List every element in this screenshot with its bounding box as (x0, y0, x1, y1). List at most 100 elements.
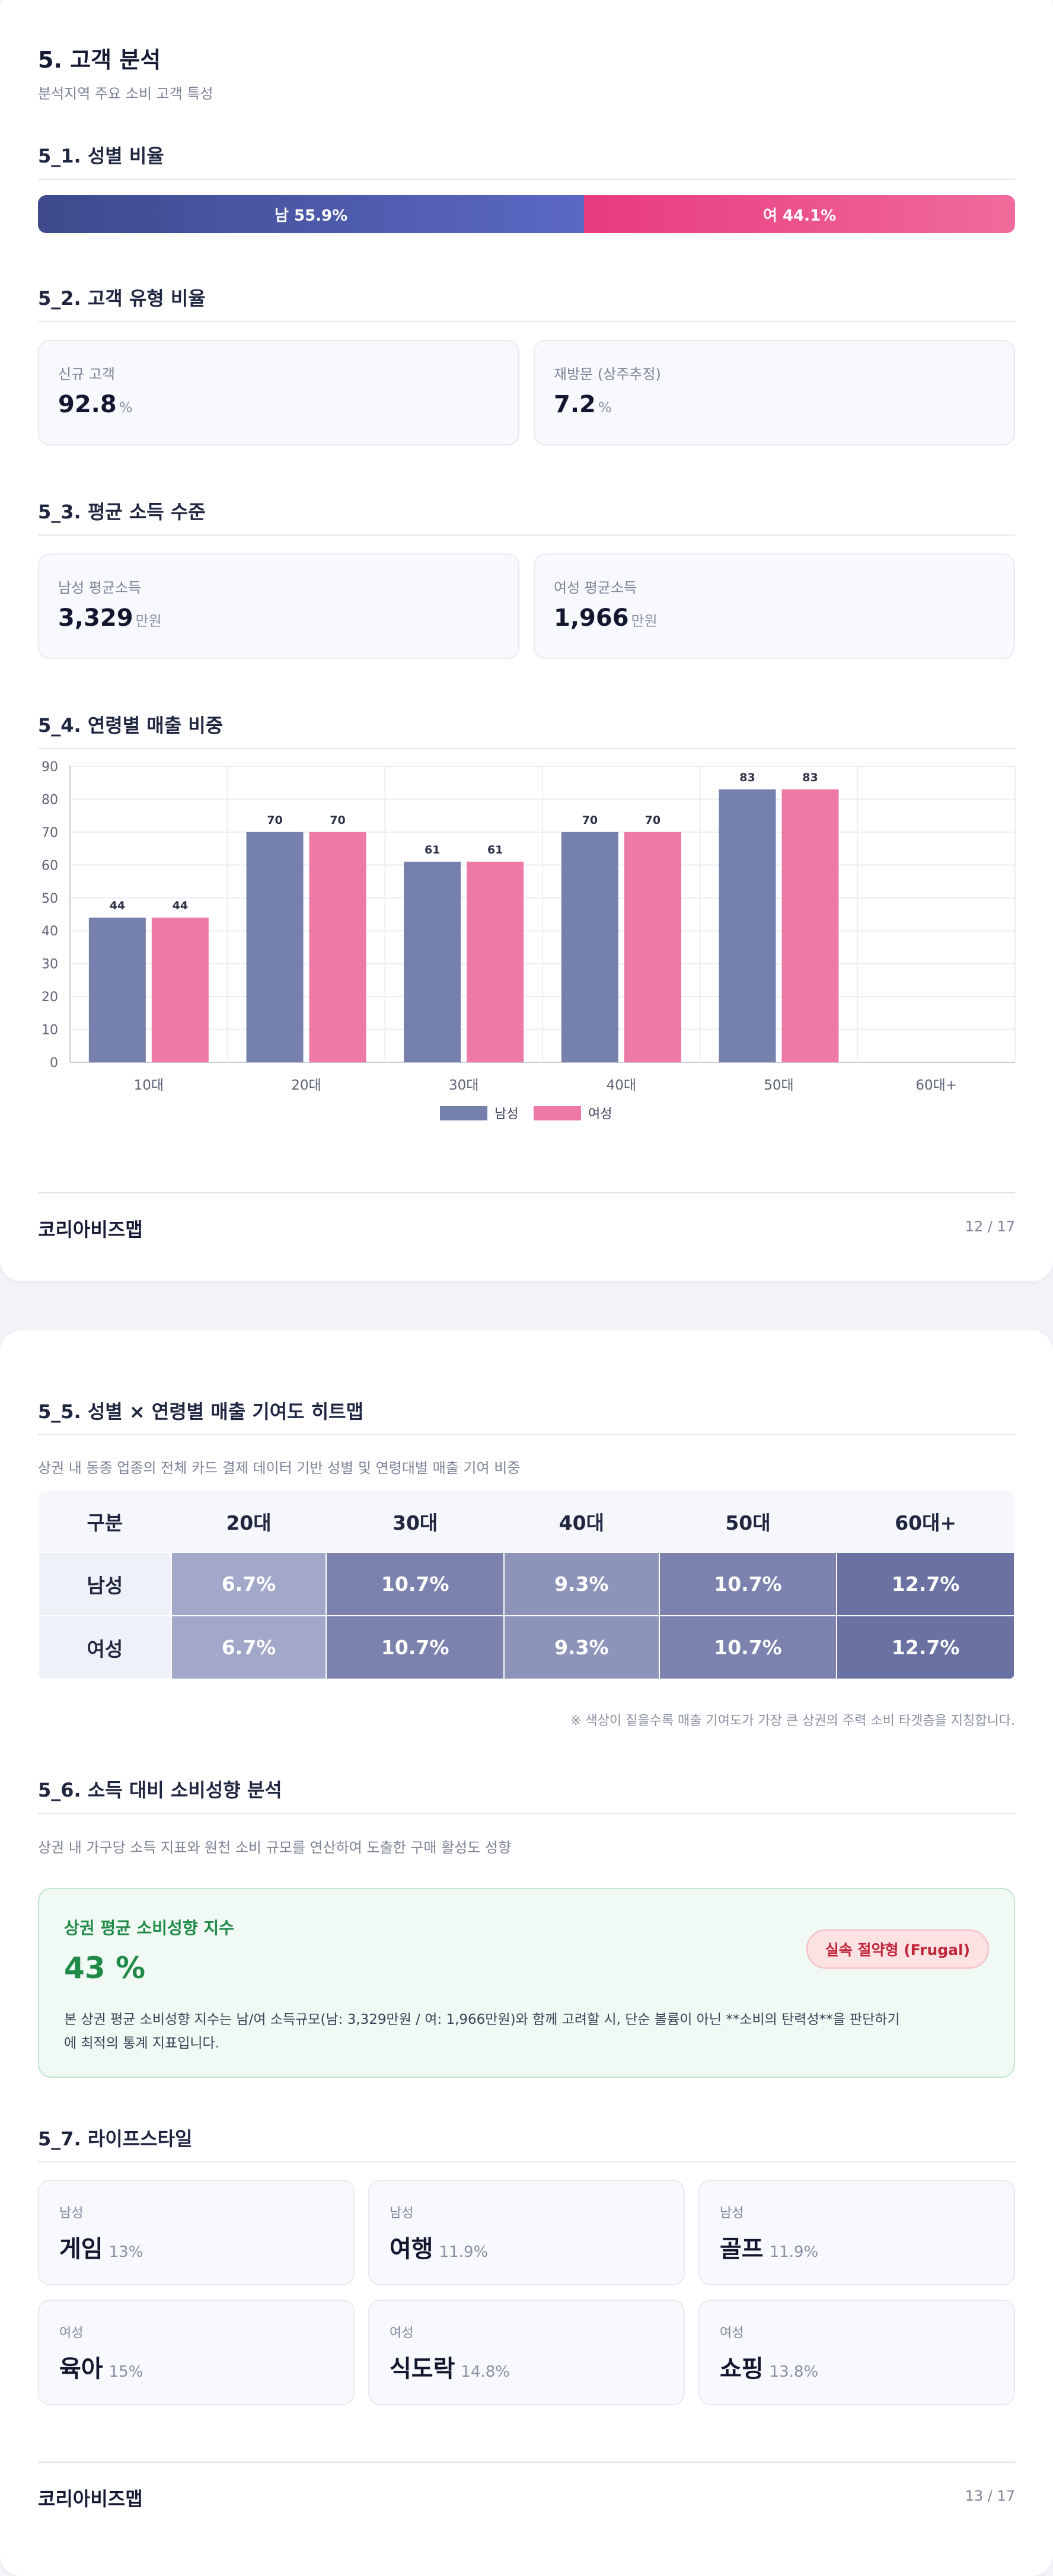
page-subtitle: 분석지역 주요 소비 고객 특성 (38, 85, 213, 102)
lifestyle-card: 남성 게임 13% (38, 2180, 355, 2285)
bar-value-label: 61 (425, 843, 440, 856)
heatmap-row-label: 남성 (38, 1552, 172, 1616)
y-tick-label: 60 (42, 858, 58, 873)
y-tick-label: 0 (50, 1056, 58, 1071)
legend-label: 남성 (494, 1107, 518, 1122)
heatmap-cell: 10.7% (326, 1552, 505, 1616)
age-sales-bar-chart: 0 10 20 30 40 50 60 70 80 90 10대 44 44 20대 70 70 30대 61 61… (42, 760, 1016, 1122)
lifestyle-heading: 5_7. 라이프스타일 (38, 2128, 193, 2150)
heatmap-column-header: 구분 (39, 1491, 171, 1552)
bar-value-label: 61 (487, 843, 503, 856)
heatmap-cell: 12.7% (836, 1552, 1015, 1616)
revisit-customer-card: 재방문 (상주추정) 7.2% (534, 340, 1015, 445)
lifestyle-card: 여성 쇼핑 13.8% (698, 2300, 1015, 2405)
lifestyle-gender: 여성 (720, 2326, 744, 2341)
divider (38, 1813, 1015, 1814)
lifestyle-card: 여성 식도락 14.8% (368, 2300, 685, 2405)
lifestyle-name: 여행 11.9% (390, 2236, 489, 2263)
lifestyle-name: 육아 15% (59, 2355, 143, 2383)
female-income-card: 여성 평균소득 1,966 만원 (534, 553, 1015, 659)
heatmap-column-header: 60대+ (837, 1491, 1014, 1552)
x-tick-label: 30대 (449, 1078, 478, 1093)
female-income-value: 1,966 만원 (554, 604, 658, 632)
lifestyle-gender: 여성 (390, 2326, 414, 2341)
footer-brand: 코리아비즈맵 (38, 1218, 143, 1241)
footer-divider (38, 1192, 1015, 1193)
age-sales-heading: 5_4. 연령별 매출 비중 (38, 714, 224, 737)
y-tick-label: 40 (42, 924, 58, 939)
revisit-customer-value: 7.2% (554, 391, 612, 418)
male-income-value: 3,329 만원 (58, 604, 162, 632)
page-title: 5. 고객 분석 (38, 47, 161, 73)
bar-value-label: 44 (173, 899, 188, 912)
heatmap-header-row: 구분 20대 30대 40대 50대 60대+ (39, 1491, 1014, 1552)
heatmap-column-header: 30대 (326, 1491, 504, 1552)
y-tick-label: 80 (42, 792, 58, 807)
new-customer-label: 신규 고객 (58, 366, 115, 383)
divider (38, 179, 1015, 180)
heatmap-cell: 10.7% (658, 1552, 838, 1616)
divider (38, 321, 1015, 322)
lifestyle-name: 식도락 14.8% (390, 2355, 510, 2383)
bar-female (151, 918, 209, 1062)
page-number: 13 / 17 (965, 2488, 1015, 2504)
lifestyle-gender: 남성 (390, 2206, 414, 2221)
bar-male (88, 918, 146, 1062)
spending-index-card: 상권 평균 소비성향 지수 43 % 실속 절약형 (Frugal) 본 상권 … (38, 1888, 1015, 2078)
lifestyle-gender: 여성 (59, 2326, 84, 2341)
y-tick-label: 30 (42, 957, 58, 972)
bar-female (309, 832, 366, 1062)
lifestyle-gender: 남성 (720, 2206, 744, 2221)
bar-male (246, 832, 304, 1062)
bar-value-label: 70 (267, 814, 282, 827)
x-tick-label: 10대 (134, 1078, 164, 1093)
heatmap-column-header: 40대 (503, 1491, 659, 1552)
heatmap-column-header: 20대 (171, 1491, 327, 1552)
lifestyle-name: 골프 11.9% (720, 2236, 819, 2263)
heatmap-note: ※ 색상이 짙을수록 매출 기여도가 가장 큰 상권의 주력 소비 타겟층을 지… (570, 1714, 1015, 1728)
gender-ratio-heading: 5_1. 성별 비율 (38, 145, 164, 167)
report-page-13: 5_5. 성별 × 연령별 매출 기여도 히트맵 상권 내 동종 업종의 전체 … (0, 1330, 1053, 2576)
divider (38, 534, 1015, 536)
lifestyle-gender: 남성 (59, 2206, 84, 2221)
income-heading: 5_3. 평균 소득 수준 (38, 501, 206, 523)
bar-value-label: 70 (330, 814, 345, 827)
divider (38, 2161, 1015, 2163)
lifestyle-name: 쇼핑 13.8% (720, 2355, 819, 2383)
heatmap-cell: 10.7% (658, 1615, 838, 1680)
heatmap-cell: 10.7% (326, 1615, 505, 1680)
male-income-card: 남성 평균소득 3,329 만원 (38, 553, 519, 659)
female-ratio-segment: 여 44.1% (584, 195, 1015, 233)
footer-brand: 코리아비즈맵 (38, 2488, 143, 2510)
bar-male (719, 789, 776, 1062)
legend-swatch (534, 1106, 581, 1120)
spending-index-value: 43 % (64, 1951, 146, 1985)
bar-value-label: 70 (645, 814, 660, 827)
footer-divider (38, 2462, 1015, 2463)
bar-female (467, 861, 524, 1062)
x-tick-label: 40대 (607, 1078, 636, 1093)
heatmap-description: 상권 내 동종 업종의 전체 카드 결제 데이터 기반 성별 및 연령대별 매출… (38, 1460, 521, 1476)
divider (38, 1434, 1015, 1435)
x-tick-label: 60대+ (915, 1078, 957, 1093)
bar-value-label: 44 (110, 899, 125, 912)
female-income-label: 여성 평균소득 (554, 579, 637, 596)
spending-heading: 5_6. 소득 대비 소비성향 분석 (38, 1779, 282, 1801)
male-income-label: 남성 평균소득 (58, 579, 142, 596)
heatmap-cell: 12.7% (836, 1615, 1015, 1680)
gender-age-heatmap: 구분 20대 30대 40대 50대 60대+ 남성 6.7% 10.7% 9.… (38, 1491, 1015, 1680)
y-tick-label: 20 (42, 990, 58, 1005)
lifestyle-name: 게임 13% (59, 2236, 143, 2263)
male-ratio-segment: 남 55.9% (38, 195, 585, 233)
lifestyle-card: 남성 골프 11.9% (698, 2180, 1015, 2285)
legend-label: 여성 (588, 1107, 612, 1122)
customer-type-heading: 5_2. 고객 유형 비율 (38, 287, 206, 310)
page-number: 12 / 17 (965, 1218, 1015, 1235)
new-customer-value: 92.8% (58, 391, 133, 418)
spending-type-badge: 실속 절약형 (Frugal) (806, 1929, 989, 1969)
new-customer-card: 신규 고객 92.8% (38, 340, 519, 445)
heatmap-cell: 6.7% (170, 1552, 327, 1616)
spending-index-title: 상권 평균 소비성향 지수 (64, 1918, 234, 1938)
x-tick-label: 20대 (291, 1078, 321, 1093)
gender-ratio-bar: 남 55.9% 여 44.1% (38, 195, 1015, 233)
